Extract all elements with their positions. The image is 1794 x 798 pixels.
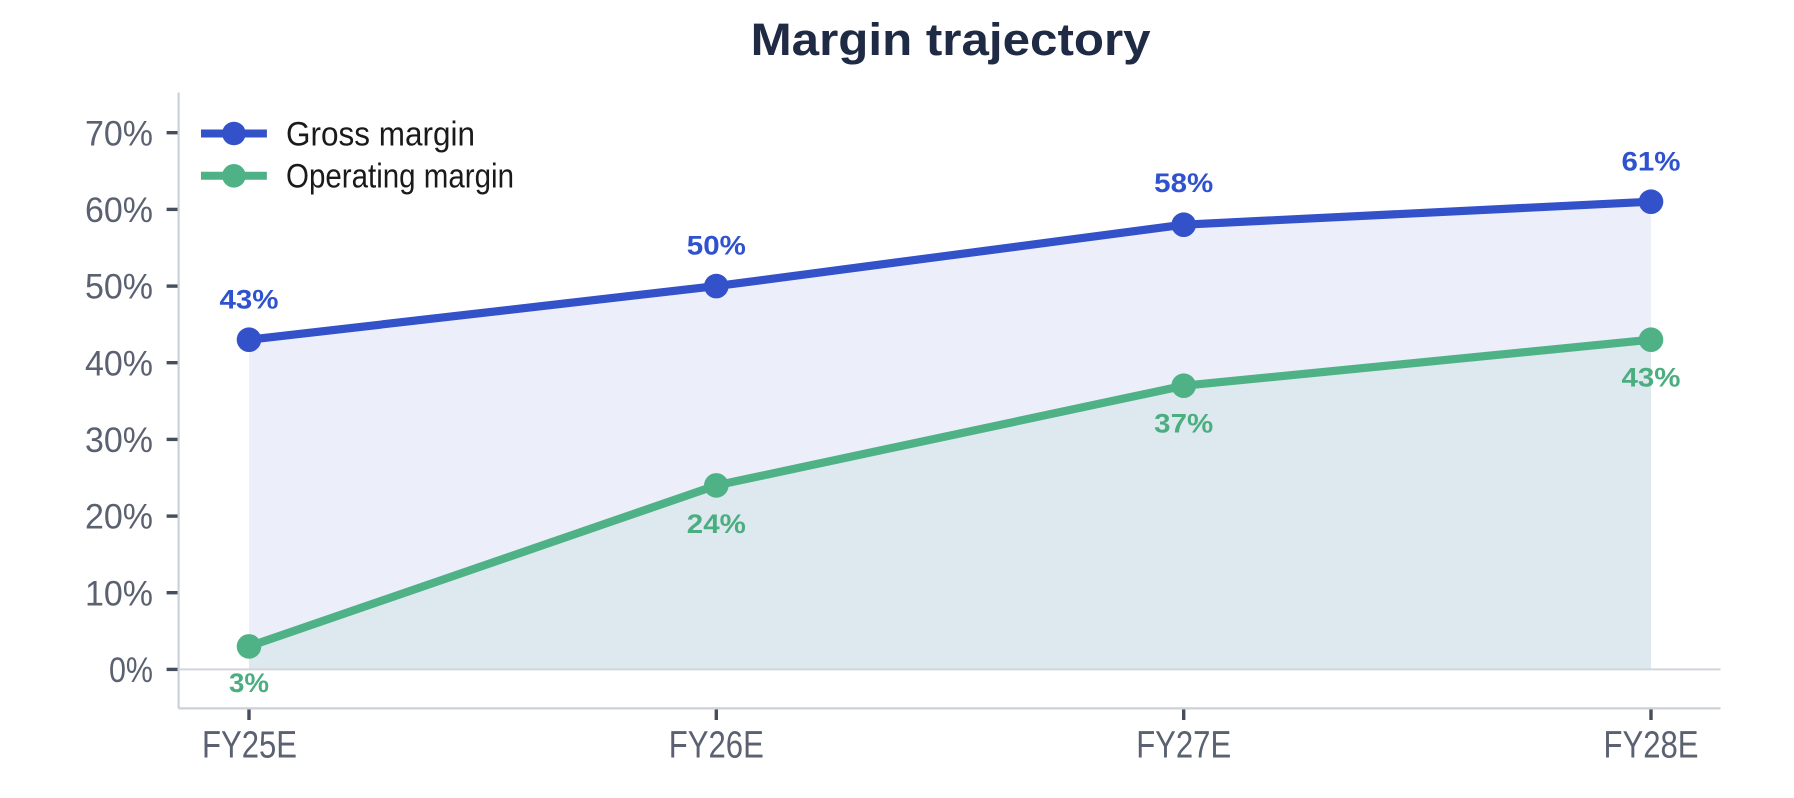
svg-text:43%: 43% xyxy=(220,285,279,315)
svg-text:40%: 40% xyxy=(85,344,153,383)
svg-text:20%: 20% xyxy=(85,498,153,537)
svg-text:0%: 0% xyxy=(109,651,153,690)
svg-text:30%: 30% xyxy=(85,421,153,460)
svg-text:24%: 24% xyxy=(687,509,746,539)
svg-text:FY27E: FY27E xyxy=(1136,725,1231,767)
svg-text:10%: 10% xyxy=(85,574,153,613)
svg-text:43%: 43% xyxy=(1622,362,1681,392)
svg-text:37%: 37% xyxy=(1154,408,1213,438)
svg-text:60%: 60% xyxy=(85,191,153,230)
svg-text:Gross margin: Gross margin xyxy=(286,115,475,153)
svg-text:Operating margin: Operating margin xyxy=(286,158,514,196)
svg-text:FY28E: FY28E xyxy=(1604,725,1699,767)
svg-text:Margin trajectory: Margin trajectory xyxy=(751,14,1151,65)
svg-text:50%: 50% xyxy=(85,268,153,307)
svg-text:70%: 70% xyxy=(85,114,153,153)
svg-text:FY25E: FY25E xyxy=(202,725,297,767)
svg-text:3%: 3% xyxy=(229,668,269,698)
svg-text:FY26E: FY26E xyxy=(669,725,764,767)
svg-text:58%: 58% xyxy=(1154,168,1213,198)
svg-text:61%: 61% xyxy=(1622,146,1681,176)
svg-text:50%: 50% xyxy=(687,230,746,260)
